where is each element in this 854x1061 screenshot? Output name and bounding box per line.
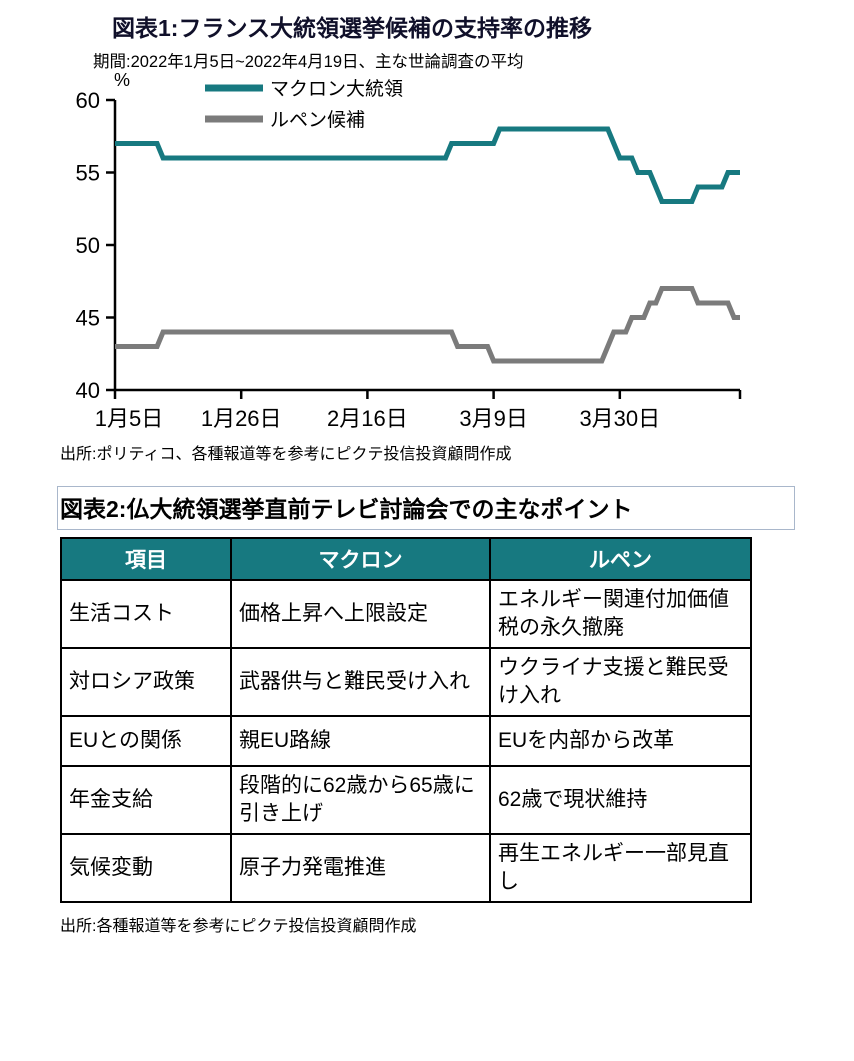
y-tick-label: 60: [76, 88, 100, 113]
cell-lepen: EUを内部から改革: [489, 715, 752, 767]
figure2: 図表2:仏大統領選挙直前テレビ討論会での主なポイント 項目 マクロン ルペン 生…: [0, 486, 854, 936]
series-line-1: [115, 286, 740, 364]
cell-topic: EUとの関係: [60, 715, 232, 767]
x-tick-label: 1月5日: [95, 406, 163, 431]
table-row: 生活コスト 価格上昇へ上限設定 エネルギー関連付加価値税の永久撤廃: [60, 579, 752, 649]
table-row: EUとの関係 親EU路線 EUを内部から改革: [60, 715, 752, 767]
cell-macron: 価格上昇へ上限設定: [230, 579, 491, 649]
cell-topic: 生活コスト: [60, 579, 232, 649]
x-tick-label: 3月30日: [579, 406, 660, 431]
y-tick-label: 55: [76, 161, 100, 186]
figure1-subtitle: 期間:2022年1月5日~2022年4月19日、主な世論調査の平均: [93, 53, 524, 71]
y-unit-label: %: [114, 72, 130, 90]
table-row: 年金支給 段階的に62歳から65歳に引き上げ 62歳で現状維持: [60, 765, 752, 835]
cell-lepen: エネルギー関連付加価値税の永久撤廃: [489, 579, 752, 649]
figure1: 図表1:フランス大統領選挙候補の支持率の推移 期間:2022年1月5日~2022…: [0, 9, 854, 464]
series-line-0: [115, 126, 740, 204]
figure2-title: 図表2:仏大統領選挙直前テレビ討論会での主なポイント: [60, 496, 633, 522]
cell-macron: 親EU路線: [230, 715, 491, 767]
approval-chart: 40 45 50 55 60 1月5日 1月26日 2月16日 3月9日 3月30日% マクロン大統…: [76, 72, 742, 431]
figure2-source: 出所:各種報道等を参考にピクテ投信投資顧問作成: [60, 918, 417, 935]
legend-label-1: ルペン候補: [270, 109, 365, 131]
col-header-lepen: ルペン: [489, 537, 752, 581]
debate-points-table: 項目 マクロン ルペン 生活コスト 価格上昇へ上限設定 エネルギー関連付加価値税…: [60, 537, 752, 903]
y-tick-label: 45: [76, 306, 100, 331]
table-header-row: 項目 マクロン ルペン: [60, 537, 752, 581]
legend-label-0: マクロン大統領: [270, 78, 403, 100]
figure1-title: 図表1:フランス大統領選挙候補の支持率の推移: [112, 15, 592, 41]
cell-topic: 年金支給: [60, 765, 232, 835]
cell-topic: 気候変動: [60, 833, 232, 903]
cell-lepen: ウクライナ支援と難民受け入れ: [489, 647, 752, 717]
page: 図表1:フランス大統領選挙候補の支持率の推移 期間:2022年1月5日~2022…: [0, 9, 854, 1061]
cell-lepen: 62歳で現状維持: [489, 765, 752, 835]
cell-lepen: 再生エネルギー一部見直し: [489, 833, 752, 903]
cell-macron: 武器供与と難民受け入れ: [230, 647, 491, 717]
y-tick-label: 40: [76, 378, 100, 403]
table-row: 気候変動 原子力発電推進 再生エネルギー一部見直し: [60, 833, 752, 903]
figure2-title-box: 図表2:仏大統領選挙直前テレビ討論会での主なポイント: [57, 486, 795, 530]
col-header-item: 項目: [60, 537, 232, 581]
cell-macron: 原子力発電推進: [230, 833, 491, 903]
y-tick-label: 50: [76, 233, 100, 258]
col-header-macron: マクロン: [230, 537, 491, 581]
table-row: 対ロシア政策 武器供与と難民受け入れ ウクライナ支援と難民受け入れ: [60, 647, 752, 717]
x-tick-label: 2月16日: [327, 406, 408, 431]
figure1-source: 出所:ポリティコ、各種報道等を参考にピクテ投信投資顧問作成: [60, 446, 512, 463]
x-tick-label: 3月9日: [459, 406, 527, 431]
x-tick-label: 1月26日: [201, 406, 282, 431]
cell-topic: 対ロシア政策: [60, 647, 232, 717]
cell-macron: 段階的に62歳から65歳に引き上げ: [230, 765, 491, 835]
